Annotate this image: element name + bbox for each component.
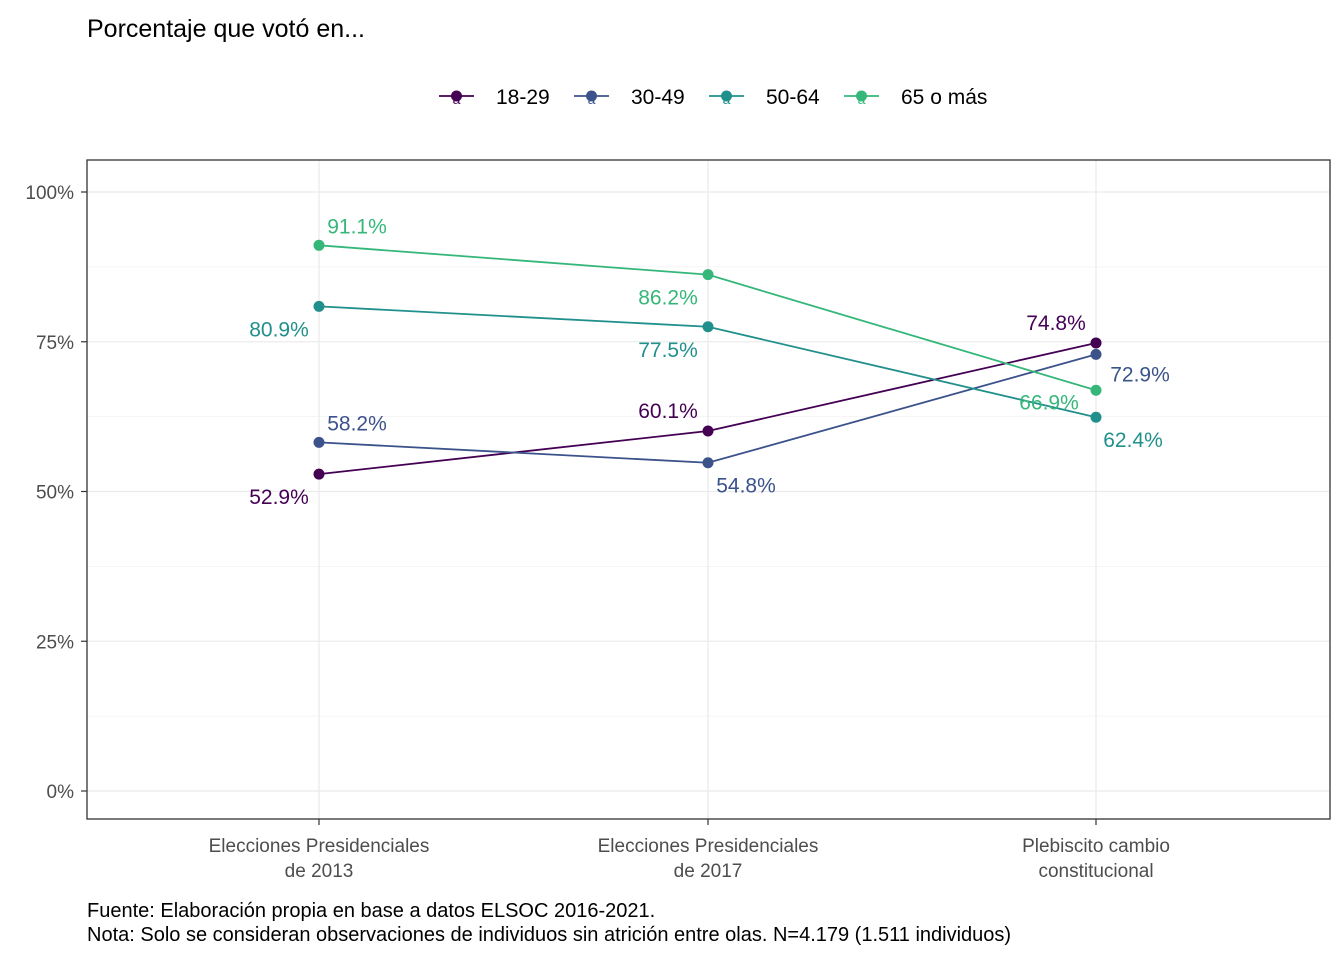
panel-border bbox=[86, 159, 1331, 820]
grid bbox=[87, 160, 1330, 819]
legend-key-point bbox=[721, 90, 732, 102]
caption-source: Fuente: Elaboración propia en base a dat… bbox=[87, 900, 655, 922]
data-label: 72.9% bbox=[1110, 363, 1170, 386]
data-label: 54.8% bbox=[716, 475, 776, 498]
legend-item: a 30-49 bbox=[574, 86, 685, 109]
caption-note: Nota: Solo se consideran observaciones d… bbox=[87, 924, 1011, 946]
data-label: 58.2% bbox=[327, 412, 387, 435]
legend: a 18-29 a 30-49 a 50-64 a 65 o más bbox=[439, 86, 987, 109]
data-point bbox=[702, 425, 714, 437]
data-label: 52.9% bbox=[249, 486, 309, 509]
y-tick-label: 50% bbox=[36, 483, 74, 504]
legend-item: a 18-29 bbox=[439, 86, 550, 109]
data-label: 66.9% bbox=[1019, 391, 1079, 414]
data-label: 62.4% bbox=[1103, 429, 1163, 452]
x-axis: Elecciones Presidenciales de 2013 Eleccion… bbox=[209, 819, 1170, 882]
data-point bbox=[313, 436, 325, 448]
legend-label: 30-49 bbox=[631, 86, 685, 109]
legend-item: a 65 o más bbox=[844, 86, 987, 109]
data-point bbox=[1090, 411, 1102, 423]
data-point bbox=[702, 269, 714, 281]
data-point bbox=[702, 457, 714, 469]
legend-key-glyph: a bbox=[858, 91, 866, 107]
x-tick-label: Elecciones Presidenciales bbox=[598, 836, 819, 857]
data-point bbox=[1090, 348, 1102, 360]
data-label: 60.1% bbox=[638, 400, 698, 423]
data-point bbox=[1090, 384, 1102, 396]
series-points bbox=[313, 239, 1102, 480]
data-labels: 52.9% 60.1% 74.8% 58.2% 54.8% 72.9% 80.9% 77.5%… bbox=[249, 215, 1170, 509]
legend-label: 18-29 bbox=[496, 86, 550, 109]
legend-key-point bbox=[451, 90, 462, 102]
legend-key-glyph: a bbox=[588, 91, 596, 107]
x-tick-label: de 2013 bbox=[285, 861, 354, 882]
y-tick-label: 75% bbox=[36, 333, 74, 354]
data-label: 80.9% bbox=[249, 318, 309, 341]
data-label: 91.1% bbox=[327, 215, 387, 238]
data-label: 74.8% bbox=[1026, 312, 1086, 335]
data-point bbox=[313, 300, 325, 312]
data-point bbox=[313, 468, 325, 480]
legend-label: 65 o más bbox=[901, 86, 987, 109]
data-point bbox=[702, 321, 714, 333]
x-tick-label: Plebiscito cambio bbox=[1022, 836, 1170, 857]
x-tick-label: Elecciones Presidenciales bbox=[209, 836, 430, 857]
data-point bbox=[313, 239, 325, 251]
legend-label: 50-64 bbox=[766, 86, 820, 109]
y-tick-label: 0% bbox=[47, 782, 75, 803]
x-tick-label: de 2017 bbox=[674, 861, 743, 882]
legend-key-point bbox=[586, 90, 597, 102]
y-tick-label: 25% bbox=[36, 632, 74, 653]
x-tick-label: constitucional bbox=[1038, 861, 1153, 882]
legend-key-glyph: a bbox=[723, 91, 731, 107]
legend-key-point bbox=[856, 90, 867, 102]
legend-item: a 50-64 bbox=[709, 86, 820, 109]
data-point bbox=[1090, 337, 1102, 349]
legend-key-glyph: a bbox=[453, 91, 461, 107]
y-axis: 0% 25% 50% 75% 100% bbox=[25, 183, 87, 803]
chart-title: Porcentaje que votó en... bbox=[87, 15, 365, 43]
y-tick-label: 100% bbox=[25, 183, 74, 204]
data-label: 77.5% bbox=[638, 339, 698, 362]
data-label: 86.2% bbox=[638, 287, 698, 310]
